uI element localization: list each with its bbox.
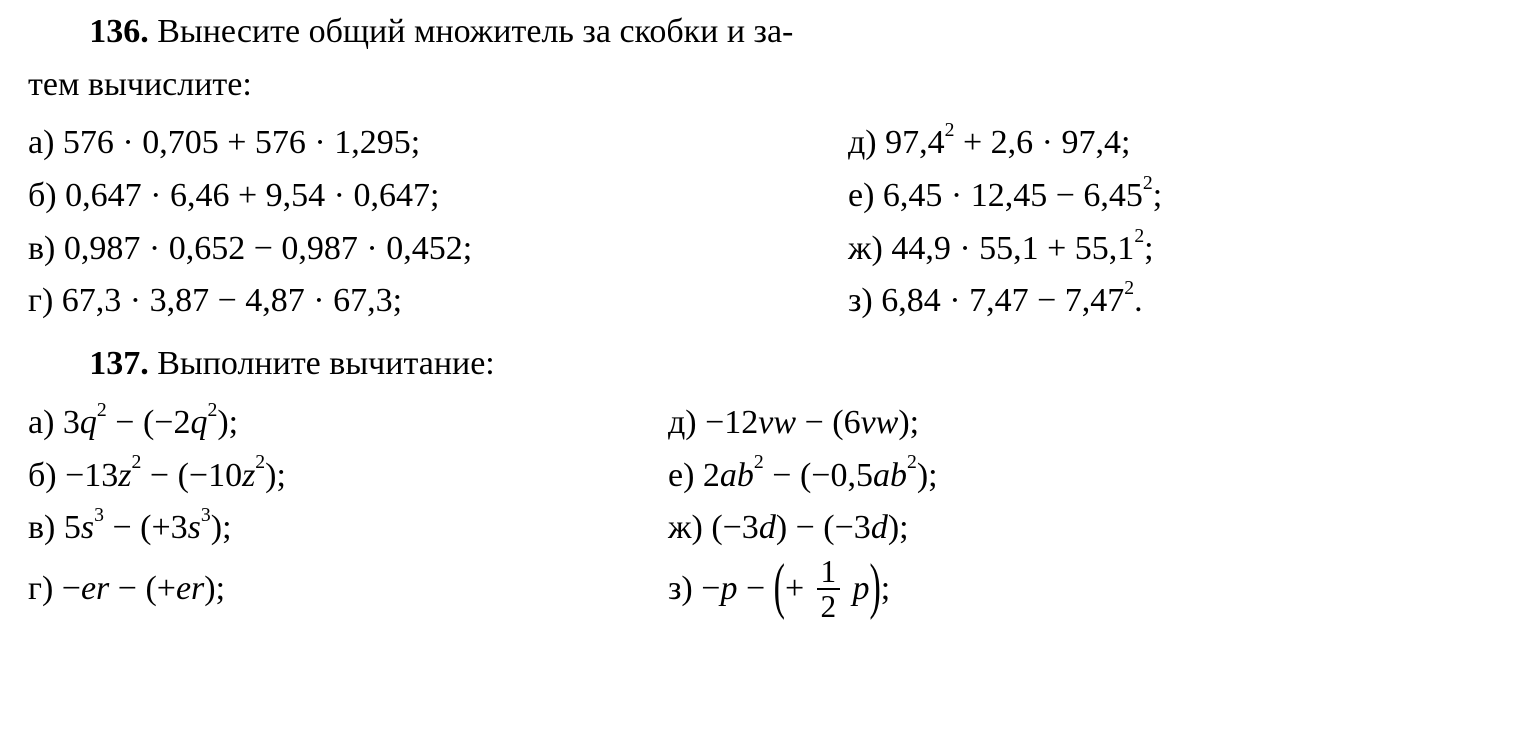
sup: 2 <box>945 119 955 141</box>
left-big-paren: ( <box>774 525 785 651</box>
text: д) 97,4 <box>848 124 945 161</box>
text: д) −12 <box>668 404 758 441</box>
var: er <box>176 570 204 607</box>
ex137-zh: ж) (−3d) − (−3d); <box>668 502 1499 555</box>
ex137-g: г) −er − (+er); <box>28 555 668 623</box>
text: − (−2 <box>107 404 191 441</box>
ex136-zh: ж) 44,9 · 55,1 + 55,12; <box>848 223 1499 276</box>
frac-num: 1 <box>817 556 840 590</box>
var: z <box>242 457 255 494</box>
text: + 2,6 · 97,4; <box>954 124 1130 161</box>
ex136-col-right: д) 97,42 + 2,6 · 97,4; е) 6,45 · 12,45 −… <box>848 117 1499 328</box>
ex136-g: г) 67,3 · 3,87 − 4,87 · 67,3; <box>28 275 848 328</box>
text: ); <box>888 509 909 546</box>
ex136-e: е) 6,45 · 12,45 − 6,452; <box>848 170 1499 223</box>
text: а) 3 <box>28 404 80 441</box>
var: er <box>81 570 109 607</box>
ex137-b: б) −13z2 − (−10z2); <box>28 450 668 503</box>
right-big-paren: ) <box>869 525 880 651</box>
frac-den: 2 <box>817 590 840 622</box>
sup: 3 <box>201 504 211 526</box>
ex137-z: з) −p − (+ 12 p); <box>668 555 1499 624</box>
text: − (+ <box>109 570 176 607</box>
text: е) 2 <box>668 457 720 494</box>
ex136-prompt-line2: тем вычислите: <box>28 66 252 103</box>
text: ж) 44,9 · 55,1 + 55,1 <box>848 230 1134 267</box>
sup: 2 <box>907 451 917 473</box>
text: ); <box>265 457 286 494</box>
sup: 3 <box>94 504 104 526</box>
var: p <box>720 570 737 607</box>
var: vw <box>861 404 899 441</box>
ex136-columns: а) 576 · 0,705 + 576 · 1,295; б) 0,647 ·… <box>28 117 1499 328</box>
var: s <box>81 509 94 546</box>
text: е) 6,45 · 12,45 − 6,45 <box>848 177 1143 214</box>
text: ); <box>898 404 919 441</box>
ex137-e: е) 2ab2 − (−0,5ab2); <box>668 450 1499 503</box>
ex136-v: в) 0,987 · 0,652 − 0,987 · 0,452; <box>28 223 848 276</box>
text: − <box>737 570 773 607</box>
fraction-one-half: 12 <box>817 556 840 622</box>
ex137-prompt: Выполните вычитание: <box>149 345 495 382</box>
text: в) 5 <box>28 509 81 546</box>
ex137-columns: а) 3q2 − (−2q2); б) −13z2 − (−10z2); в) … <box>28 397 1499 624</box>
text: з) − <box>668 570 720 607</box>
text: ; <box>881 570 890 607</box>
ex137-number: 137. <box>89 345 149 382</box>
text: ); <box>917 457 938 494</box>
page: 136. Вынесите общий множитель за скобки … <box>0 0 1527 736</box>
ex137-v: в) 5s3 − (+3s3); <box>28 502 668 555</box>
sup: 2 <box>207 399 217 421</box>
text: − (−0,5 <box>764 457 873 494</box>
ex136-z: з) 6,84 · 7,47 − 7,472. <box>848 275 1499 328</box>
text: г) − <box>28 570 81 607</box>
ex136-intro: 136. Вынесите общий множитель за скобки … <box>28 6 1499 111</box>
ex137-col-left: а) 3q2 − (−2q2); б) −13z2 − (−10z2); в) … <box>28 397 668 624</box>
text: б) −13 <box>28 457 118 494</box>
ex136-col-left: а) 576 · 0,705 + 576 · 1,295; б) 0,647 ·… <box>28 117 848 328</box>
ex137-intro: 137. Выполните вычитание: <box>28 338 1499 391</box>
ex136-b: б) 0,647 · 6,46 + 9,54 · 0,647; <box>28 170 848 223</box>
text: ; <box>1153 177 1162 214</box>
sup: 2 <box>1124 277 1134 299</box>
text: ; <box>1144 230 1153 267</box>
var: q <box>80 404 97 441</box>
sup: 2 <box>255 451 265 473</box>
ex136-prompt-line1: Вынесите общий множитель за скобки и за- <box>149 13 794 50</box>
text: − (+3 <box>104 509 188 546</box>
var: ab <box>720 457 754 494</box>
ex137-d: д) −12vw − (6vw); <box>668 397 1499 450</box>
var: ab <box>873 457 907 494</box>
sup: 2 <box>1143 172 1153 194</box>
sup: 2 <box>97 399 107 421</box>
ex136-a: а) 576 · 0,705 + 576 · 1,295; <box>28 117 848 170</box>
var: q <box>190 404 207 441</box>
ex136-number: 136. <box>89 13 149 50</box>
text: . <box>1134 282 1143 319</box>
var: z <box>118 457 131 494</box>
text: ); <box>211 509 232 546</box>
text: ); <box>217 404 238 441</box>
text: ) − (−3 <box>776 509 871 546</box>
text: з) 6,84 · 7,47 − 7,47 <box>848 282 1124 319</box>
text: ); <box>204 570 225 607</box>
var: p <box>852 570 869 607</box>
sup: 2 <box>1134 225 1144 247</box>
var: s <box>188 509 201 546</box>
ex136-d: д) 97,42 + 2,6 · 97,4; <box>848 117 1499 170</box>
ex137-a: а) 3q2 − (−2q2); <box>28 397 668 450</box>
text: + <box>785 570 813 607</box>
var: vw <box>758 404 796 441</box>
text: − (6 <box>796 404 861 441</box>
text: ж) (−3 <box>668 509 759 546</box>
sup: 2 <box>132 451 142 473</box>
ex137-col-right: д) −12vw − (6vw); е) 2ab2 − (−0,5ab2); ж… <box>668 397 1499 624</box>
sup: 2 <box>754 451 764 473</box>
text: − (−10 <box>141 457 242 494</box>
